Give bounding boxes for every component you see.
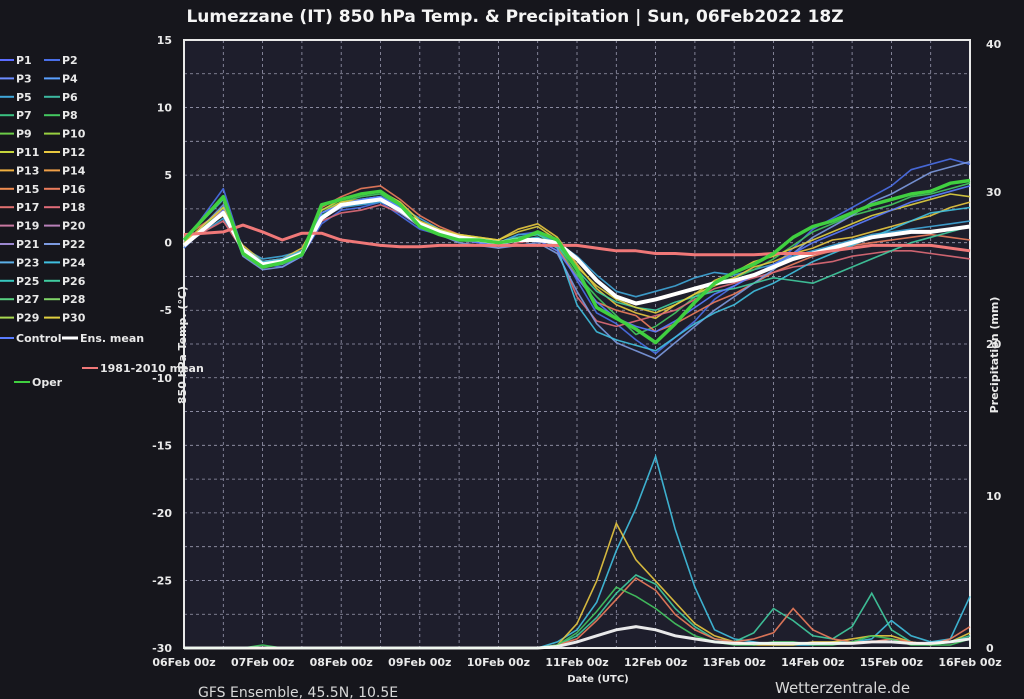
legend-label: P8: [62, 109, 78, 122]
y2-tick-label: 10: [986, 490, 1002, 503]
legend-label: P13: [16, 164, 39, 177]
x-tick-label: 06Feb 00z: [152, 656, 215, 669]
x-axis-label: Date (UTC): [567, 674, 629, 685]
x-tick-label: 10Feb 00z: [467, 656, 530, 669]
legend-label: P5: [16, 91, 32, 104]
x-tick-label: 13Feb 00z: [703, 656, 766, 669]
legend-label: P24: [62, 256, 86, 269]
precipitation-lines: [184, 453, 971, 650]
legend-label: P10: [62, 128, 86, 141]
legend-label: P7: [16, 109, 32, 122]
precip-line: [184, 625, 971, 650]
y-tick-label: -15: [152, 439, 172, 452]
legend-label: P23: [16, 256, 39, 269]
y-tick-label: -5: [160, 304, 172, 317]
legend-label: P4: [62, 72, 78, 85]
legend-label: P22: [62, 238, 85, 251]
legend-label: P17: [16, 201, 39, 214]
legend-label: P2: [62, 54, 78, 67]
legend-label: Oper: [32, 376, 63, 389]
y-tick-label: -30: [152, 642, 172, 655]
x-tick-label: 09Feb 00z: [388, 656, 451, 669]
y2-axis-label: Precipitation (mm): [988, 297, 1001, 414]
legend-label: Control: [16, 332, 61, 345]
x-tick-label: 14Feb 00z: [781, 656, 844, 669]
legend-label: P27: [16, 293, 39, 306]
y-axis-ticks: 15 10 5 0 -5 -10 -15 -20 -25 -30: [152, 34, 172, 655]
y2-tick-label: 20: [986, 338, 1002, 351]
legend-label: P14: [62, 164, 86, 177]
legend-label: P9: [16, 128, 32, 141]
legend-label: Ens. mean: [80, 332, 144, 345]
legend: P1 P2 P3 P4 P5 P6 P7 P8 P9 P10 P11 P12 P13 P14 P15 P16 P…: [0, 54, 204, 389]
legend-label: P21: [16, 238, 39, 251]
y2-tick-label: 0: [986, 642, 994, 655]
legend-label: P1: [16, 54, 32, 67]
legend-label: P26: [62, 275, 86, 288]
grid-lines: [184, 40, 970, 648]
y-tick-label: -10: [152, 372, 172, 385]
x-tick-label: 11Feb 00z: [545, 656, 608, 669]
source-credit: Wetterzentrale.de: [775, 679, 910, 697]
y-tick-label: 15: [157, 34, 172, 47]
y2-tick-label: 40: [986, 38, 1002, 51]
legend-label: P30: [62, 312, 86, 325]
legend-label: P3: [16, 72, 32, 85]
y2-tick-label: 30: [986, 186, 1002, 199]
legend-label: P11: [16, 146, 39, 159]
legend-label: P6: [62, 91, 78, 104]
x-tick-label: 08Feb 00z: [310, 656, 373, 669]
x-tick-label: 15Feb 00z: [860, 656, 923, 669]
legend-label: P15: [16, 183, 39, 196]
legend-label: P29: [16, 312, 39, 325]
temp-series-line: [183, 223, 971, 257]
y-tick-label: -20: [152, 507, 172, 520]
plot-frame: [183, 39, 971, 649]
y-tick-label: 0: [164, 237, 172, 250]
x-tick-label: 16Feb 00z: [938, 656, 1001, 669]
legend-label: P18: [62, 201, 85, 214]
x-axis-ticks: 06Feb 00z 07Feb 00z 08Feb 00z 09Feb 00z 10Fe…: [152, 656, 1001, 669]
chart-title-group: Lumezzane (IT) 850 hPa Temp. & Precipita…: [186, 7, 843, 27]
x-tick-label: 12Feb 00z: [624, 656, 687, 669]
chart-subtitle: GFS Ensemble, 45.5N, 10.5E: [198, 685, 398, 699]
chart-title: Lumezzane (IT) 850 hPa Temp. & Precipita…: [186, 7, 843, 27]
legend-label: P12: [62, 146, 85, 159]
temp-series-line: [182, 197, 971, 306]
legend-label: P20: [62, 220, 86, 233]
legend-label: P16: [62, 183, 86, 196]
y-axis-label: 850 hPa Temp. (°C): [176, 286, 189, 404]
temp-series-line: [183, 190, 971, 314]
x-tick-label: 07Feb 00z: [231, 656, 294, 669]
y-tick-label: 10: [157, 102, 173, 115]
legend-label: 1981-2010 mean: [100, 362, 204, 375]
legend-label: P19: [16, 220, 39, 233]
y-tick-label: 5: [164, 169, 172, 182]
temperature-lines: [182, 158, 971, 360]
y-tick-label: -25: [152, 574, 172, 587]
y2-axis-ticks: 40 30 20 10 0: [986, 38, 1002, 655]
temp-series-line: [182, 178, 971, 345]
legend-label: P28: [62, 293, 85, 306]
legend-label: P25: [16, 275, 39, 288]
